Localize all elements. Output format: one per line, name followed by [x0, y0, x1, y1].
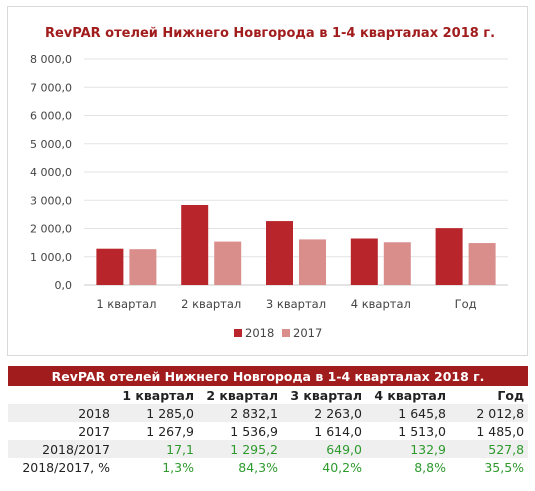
- bar-2018-4: [350, 238, 378, 285]
- bar-2018-2: [181, 204, 209, 285]
- table-row: 2018 1 285,0 2 832,1 2 263,0 1 645,8 2 012,8: [8, 404, 529, 422]
- table-row-label: 2018: [8, 404, 114, 422]
- legend-swatch-2017: [282, 329, 290, 337]
- legend-label-2017: 2017: [293, 326, 322, 340]
- table-cell: 1 614,0: [314, 423, 362, 439]
- table-cell: 2 012,8: [450, 404, 529, 422]
- bar-2017-4: [383, 242, 411, 285]
- table-row: 2018/2017, % 1,3% 84,3% 40,2% 8,8% 35,5%: [8, 458, 528, 476]
- bars: [96, 204, 496, 285]
- table-cell: 1 485,0: [476, 423, 525, 439]
- legend: 2018 2017: [234, 326, 322, 340]
- bar-2018-3: [266, 221, 293, 285]
- x-tick-label: Год: [455, 297, 477, 311]
- table-cell: 649,0: [282, 440, 366, 458]
- y-tick-label: 3 000,0: [30, 194, 72, 207]
- table-cell: 1 513,0: [398, 423, 446, 439]
- table-title: RevPAR отелей Нижнего Новгорода в 1-4 кв…: [8, 366, 529, 386]
- table-cell: 2 263,0: [282, 404, 366, 422]
- bar-2017-5: [468, 243, 496, 285]
- y-axis-ticks: 0,0 1 000,0 2 000,0 3 000,0 4 000,0 5 000,0 6 …: [30, 53, 72, 292]
- table-cell: 17,1: [114, 440, 198, 458]
- table-cell: 84,3%: [238, 459, 278, 475]
- table-cell: 1 645,8: [366, 404, 450, 422]
- table-header-cell: 2 квартал: [206, 387, 278, 403]
- table-cell: 1 295,2: [198, 440, 282, 458]
- table-cell: 35,5%: [484, 459, 525, 475]
- y-tick-label: 8 000,0: [30, 53, 72, 66]
- y-tick-label: 0,0: [55, 279, 73, 292]
- table-cell: 527,8: [450, 440, 529, 458]
- table-cell: 40,2%: [322, 459, 362, 475]
- table-header-cell: [8, 386, 114, 404]
- bar-2017-1: [129, 249, 157, 285]
- table-cell: 8,8%: [414, 459, 446, 475]
- table-cell: 1 536,9: [230, 423, 278, 439]
- x-tick-label: 2 квартал: [181, 297, 241, 311]
- data-table: RevPAR отелей Нижнего Новгорода в 1-4 кв…: [8, 366, 529, 476]
- table-cell: 2 832,1: [198, 404, 282, 422]
- y-tick-label: 4 000,0: [30, 166, 72, 179]
- chart-title: RevPAR отелей Нижнего Новгорода в 1-4 кв…: [45, 26, 495, 41]
- legend-label-2018: 2018: [245, 326, 274, 340]
- table-row-label: 2018/2017: [8, 440, 114, 458]
- table-header-row: 1 квартал 2 квартал 3 квартал 4 квартал Год: [8, 386, 528, 404]
- table-cell: 132,9: [366, 440, 450, 458]
- x-axis-ticks: 1 квартал 2 квартал 3 квартал 4 квартал Год: [96, 297, 476, 311]
- y-tick-label: 6 000,0: [30, 110, 72, 123]
- table-header-cell: Год: [497, 387, 525, 403]
- bar-2018-5: [435, 228, 463, 285]
- table-header-cell: 1 квартал: [122, 387, 194, 403]
- table-cell: 1 285,0: [114, 404, 198, 422]
- data-table-container: RevPAR отелей Нижнего Новгорода в 1-4 кв…: [8, 366, 529, 476]
- table-row-label: 2017: [78, 423, 110, 439]
- y-tick-label: 7 000,0: [30, 81, 72, 94]
- table-row: 2018/2017 17,1 1 295,2 649,0 132,9 527,8: [8, 440, 529, 458]
- table-cell: 1,3%: [162, 459, 194, 475]
- bar-2017-2: [214, 241, 242, 285]
- legend-swatch-2018: [234, 329, 242, 337]
- x-tick-label: 3 квартал: [266, 297, 326, 311]
- x-tick-label: 1 квартал: [96, 297, 156, 311]
- table-header-cell: 3 квартал: [290, 387, 362, 403]
- table-header-cell: 4 квартал: [374, 387, 446, 403]
- y-tick-label: 1 000,0: [30, 251, 72, 264]
- table-cell: 1 267,9: [146, 423, 194, 439]
- y-tick-label: 5 000,0: [30, 138, 72, 151]
- bar-2018-1: [96, 248, 124, 285]
- y-tick-label: 2 000,0: [30, 223, 72, 236]
- chart-container: RevPAR отелей Нижнего Новгорода в 1-4 кв…: [7, 6, 528, 356]
- table-row: 2017 1 267,9 1 536,9 1 614,0 1 513,0 1 485,0: [8, 422, 528, 440]
- revpar-bar-chart: RevPAR отелей Нижнего Новгорода в 1-4 кв…: [30, 26, 508, 340]
- table-row-label: 2018/2017, %: [22, 459, 110, 475]
- bar-2017-3: [299, 239, 326, 285]
- x-tick-label: 4 квартал: [351, 297, 411, 311]
